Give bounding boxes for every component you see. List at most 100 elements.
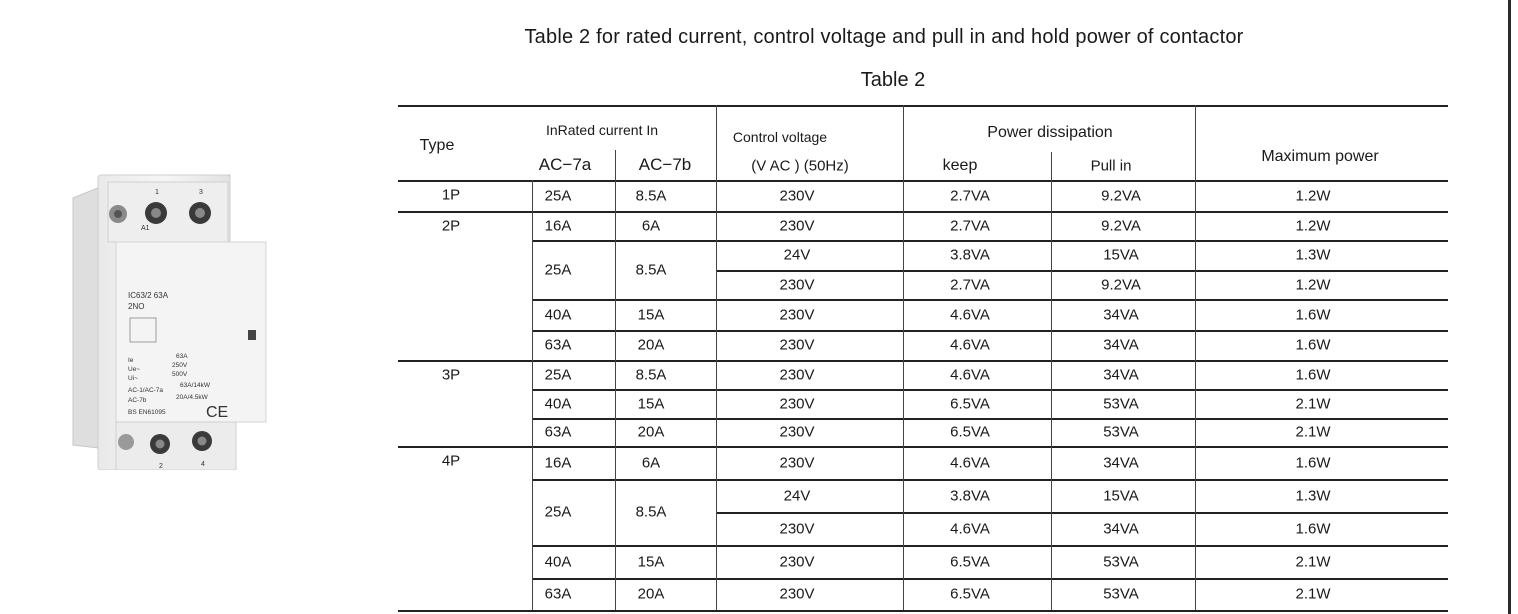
ac7a-cell: 40A	[544, 306, 572, 323]
table-column-rule	[1195, 105, 1196, 610]
keep-cell: 6.5VA	[950, 395, 990, 412]
header-keep: keep	[942, 157, 978, 174]
ac7b-cell: 8.5A	[635, 503, 667, 521]
table-column-rule	[615, 150, 616, 180]
ac7b-cell: 20A	[637, 423, 665, 441]
header-power-dissipation: Power dissipation	[987, 124, 1113, 141]
table-caption: Table 2	[860, 69, 926, 91]
voltage-cell: 230V	[779, 553, 815, 570]
type-cell: 1P	[441, 186, 461, 204]
pull-in-cell: 53VA	[1103, 585, 1139, 603]
voltage-cell: 230V	[779, 217, 815, 234]
max-power-cell: 2.1W	[1295, 395, 1331, 412]
svg-text:20A/4.5kW: 20A/4.5kW	[176, 394, 209, 401]
max-power-cell: 1.2W	[1295, 187, 1331, 204]
voltage-cell: 230V	[779, 276, 815, 293]
pull-in-cell: 34VA	[1103, 336, 1139, 354]
table-rule	[398, 610, 1448, 612]
table-rule	[532, 545, 1448, 547]
ac7b-cell: 20A	[637, 336, 665, 354]
keep-cell: 3.8VA	[950, 487, 990, 504]
max-power-cell: 2.1W	[1295, 423, 1331, 441]
pull-in-cell: 9.2VA	[1101, 187, 1141, 204]
table-rule	[716, 512, 1448, 514]
ac7b-cell: 6A	[641, 454, 661, 471]
voltage-cell: 24V	[783, 487, 811, 504]
max-power-cell: 1.6W	[1295, 336, 1331, 354]
ac7b-cell: 6A	[641, 217, 661, 234]
svg-text:Ui~: Ui~	[128, 375, 138, 382]
svg-text:AC-1/AC-7a: AC-1/AC-7a	[128, 387, 163, 394]
header-voltage-unit: (V AC ) (50Hz)	[751, 157, 849, 175]
keep-cell: 4.6VA	[950, 454, 990, 471]
keep-cell: 4.6VA	[950, 366, 990, 383]
terminal-label: A1	[141, 225, 150, 232]
max-power-cell: 1.2W	[1295, 217, 1331, 234]
terminal-label: 3	[199, 189, 203, 196]
keep-cell: 4.6VA	[950, 306, 990, 323]
keep-cell: 2.7VA	[950, 276, 990, 293]
pull-in-cell: 53VA	[1103, 423, 1139, 441]
terminal-label: 1	[155, 189, 159, 196]
svg-text:63A/14kW: 63A/14kW	[180, 382, 211, 389]
svg-text:BS EN61095: BS EN61095	[128, 409, 166, 416]
table-rule	[716, 270, 1448, 272]
table-rule	[398, 360, 1448, 362]
table-rule	[398, 446, 1448, 448]
pull-in-cell: 9.2VA	[1101, 276, 1141, 293]
svg-text:63A: 63A	[176, 353, 188, 360]
max-power-cell: 1.2W	[1295, 276, 1331, 293]
pull-in-cell: 34VA	[1103, 366, 1139, 383]
table-column-rule	[1051, 152, 1052, 610]
table-rule	[532, 299, 1448, 301]
keep-cell: 2.7VA	[950, 187, 990, 204]
svg-text:500V: 500V	[172, 371, 188, 378]
voltage-cell: 230V	[779, 187, 815, 204]
contactor-image: 1 3 A1 IC63/2 63A 2NO Ie 63A Ue~ 250V Ui…	[72, 174, 267, 470]
keep-cell: 6.5VA	[950, 585, 990, 603]
ac7a-cell: 40A	[544, 395, 572, 412]
header-type: Type	[419, 137, 455, 154]
ac7a-cell: 25A	[544, 503, 572, 521]
max-power-cell: 1.3W	[1295, 487, 1331, 504]
table-column-rule	[716, 105, 717, 610]
table-rule	[532, 479, 1448, 481]
pull-in-cell: 34VA	[1103, 306, 1139, 323]
ac7a-cell: 40A	[544, 553, 572, 570]
ac7b-cell: 15A	[637, 395, 665, 412]
terminal-label: 2	[159, 463, 163, 470]
contacts-label: 2NO	[128, 302, 144, 311]
pull-in-cell: 15VA	[1103, 487, 1139, 504]
keep-cell: 6.5VA	[950, 553, 990, 570]
svg-text:Ie: Ie	[128, 357, 134, 364]
page-title: Table 2 for rated current, control volta…	[524, 26, 1244, 48]
keep-cell: 4.6VA	[950, 336, 990, 354]
max-power-cell: 1.6W	[1295, 366, 1331, 383]
ac7b-cell: 8.5A	[635, 366, 667, 383]
max-power-cell: 1.6W	[1295, 306, 1331, 323]
ac7a-cell: 63A	[544, 336, 572, 354]
max-power-cell: 2.1W	[1295, 553, 1331, 570]
model-label: IC63/2 63A	[128, 291, 169, 300]
voltage-cell: 230V	[779, 520, 815, 537]
voltage-cell: 230V	[779, 306, 815, 323]
page-border	[1508, 0, 1511, 614]
table-column-rule	[615, 180, 616, 610]
pull-in-cell: 9.2VA	[1101, 217, 1141, 234]
voltage-cell: 230V	[779, 585, 815, 603]
ac7b-cell: 15A	[637, 553, 665, 570]
table-rule	[398, 180, 1448, 182]
ac7b-cell: 8.5A	[635, 187, 667, 204]
table-rule	[532, 418, 1448, 420]
table-rule	[532, 240, 1448, 242]
max-power-cell: 1.6W	[1295, 520, 1331, 537]
ce-mark: CE	[206, 404, 228, 421]
voltage-cell: 230V	[779, 366, 815, 383]
type-cell: 4P	[441, 452, 461, 470]
table-rule	[398, 105, 1448, 107]
voltage-cell: 230V	[779, 454, 815, 471]
svg-text:250V: 250V	[172, 362, 188, 369]
voltage-cell: 230V	[779, 395, 815, 412]
type-cell: 3P	[441, 366, 461, 384]
max-power-cell: 1.6W	[1295, 454, 1331, 471]
